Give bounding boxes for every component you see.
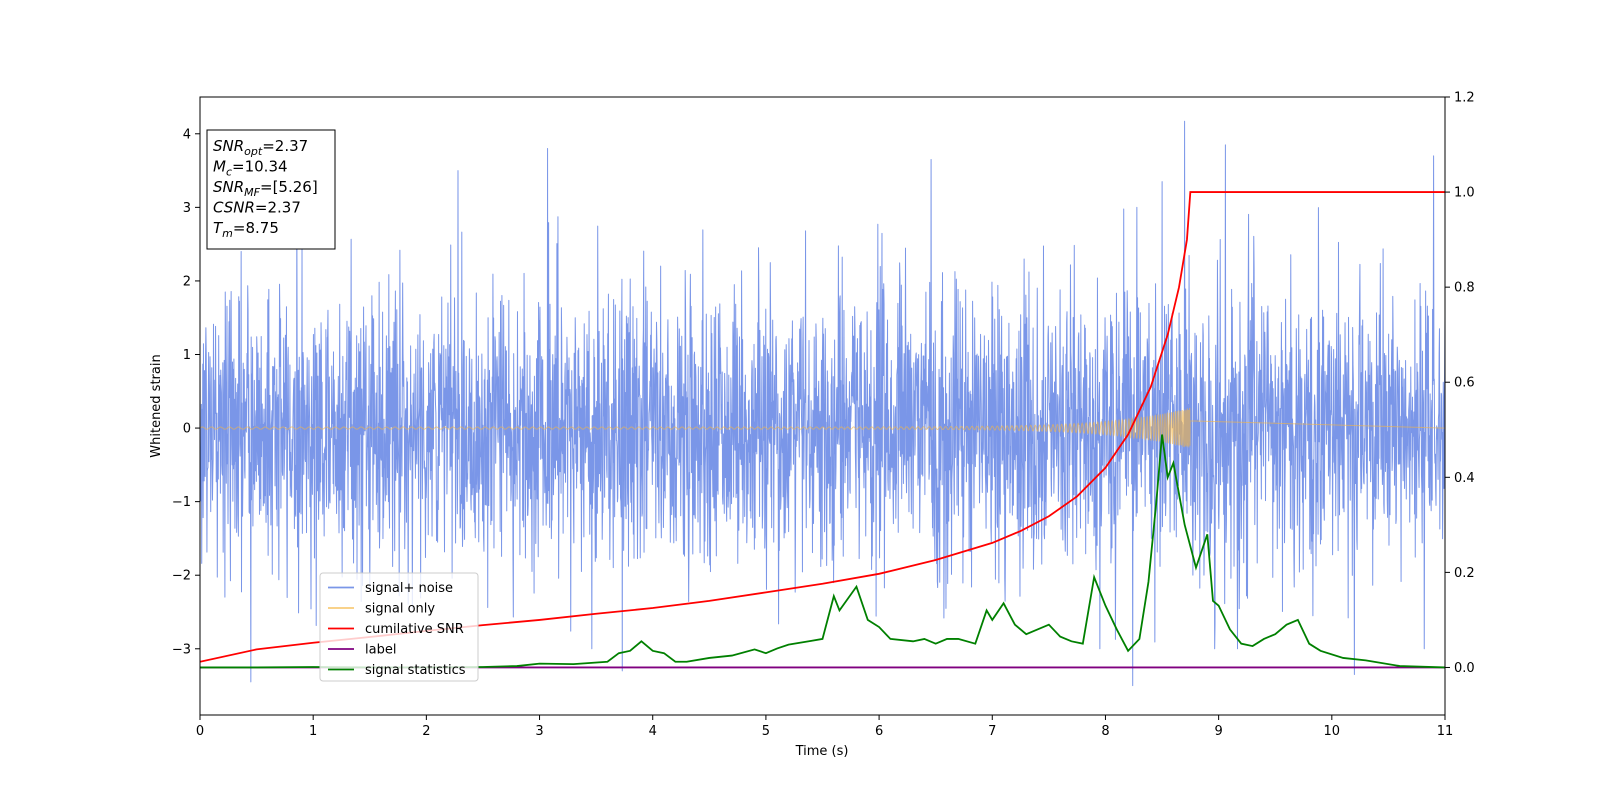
x-tick-label: 1 — [309, 724, 317, 739]
legend: signal+ noise signal only cumilative SNR la… — [319, 572, 479, 682]
y-left-tick-label: 0 — [183, 422, 191, 437]
plot-frame — [199, 96, 1446, 716]
x-tick-label: 2 — [422, 724, 430, 739]
y-right-tick-label: 0.6 — [1454, 376, 1475, 391]
x-tick-label: 9 — [1214, 724, 1222, 739]
y-left-tick-label: 4 — [183, 127, 191, 142]
x-axis: 0 1 2 3 4 5 6 7 8 9 10 11 — [196, 715, 1453, 739]
x-tick-label: 7 — [988, 724, 996, 739]
x-tick-label: 4 — [649, 724, 657, 739]
annotation-box: SNRopt=2.37Mc=10.34SNRMF=[5.26]CSNR=2.37… — [206, 129, 336, 250]
y-right-tick-label: 0.2 — [1454, 566, 1475, 581]
y-axis-right: 0.0 0.2 0.4 0.6 0.8 1.0 1.2 — [1445, 91, 1475, 676]
x-tick-label: 0 — [196, 724, 204, 739]
y-right-tick-label: 1.2 — [1454, 91, 1475, 106]
y-left-tick-label: 1 — [183, 348, 191, 363]
annotation-line: CSNR=2.37 — [213, 199, 301, 217]
x-tick-label: 3 — [535, 724, 543, 739]
series-signal-only-line — [200, 407, 1445, 448]
legend-label-signal-statistics: signal statistics — [365, 663, 466, 678]
x-tick-label: 6 — [875, 724, 883, 739]
series-signal-noise-line — [200, 120, 1445, 687]
y-right-tick-label: 1.0 — [1454, 186, 1475, 201]
legend-label-label: label — [365, 643, 396, 658]
y-left-tick-label: −2 — [172, 569, 191, 584]
y-axis-label: Whitened strain — [149, 354, 164, 457]
series-signal-statistics-line — [200, 434, 1445, 669]
legend-label-signal-only: signal only — [365, 602, 435, 617]
x-tick-label: 8 — [1101, 724, 1109, 739]
x-axis-label: Time (s) — [795, 744, 849, 759]
x-tick-label: 10 — [1324, 724, 1341, 739]
annotation-line: SNRopt=2.37 — [213, 137, 308, 158]
x-tick-label: 5 — [762, 724, 770, 739]
annotation-line: Mc=10.34 — [213, 158, 288, 179]
legend-label-cumilative-snr: cumilative SNR — [365, 622, 464, 637]
y-left-tick-label: 2 — [183, 274, 191, 289]
annotation-line: Tm=8.75 — [213, 219, 279, 240]
legend-label-signal-noise: signal+ noise — [365, 581, 453, 596]
y-right-tick-label: 0.8 — [1454, 281, 1475, 296]
y-axis-left: −3 −2 −1 0 1 2 3 4 — [172, 127, 200, 657]
y-right-tick-label: 0.4 — [1454, 471, 1475, 486]
y-left-tick-label: −1 — [172, 495, 191, 510]
y-left-tick-label: −3 — [172, 642, 191, 657]
x-tick-label: 11 — [1437, 724, 1454, 739]
annotation-line: SNRMF=[5.26] — [213, 178, 318, 199]
y-right-tick-label: 0.0 — [1454, 661, 1475, 676]
y-left-tick-label: 3 — [183, 201, 191, 216]
